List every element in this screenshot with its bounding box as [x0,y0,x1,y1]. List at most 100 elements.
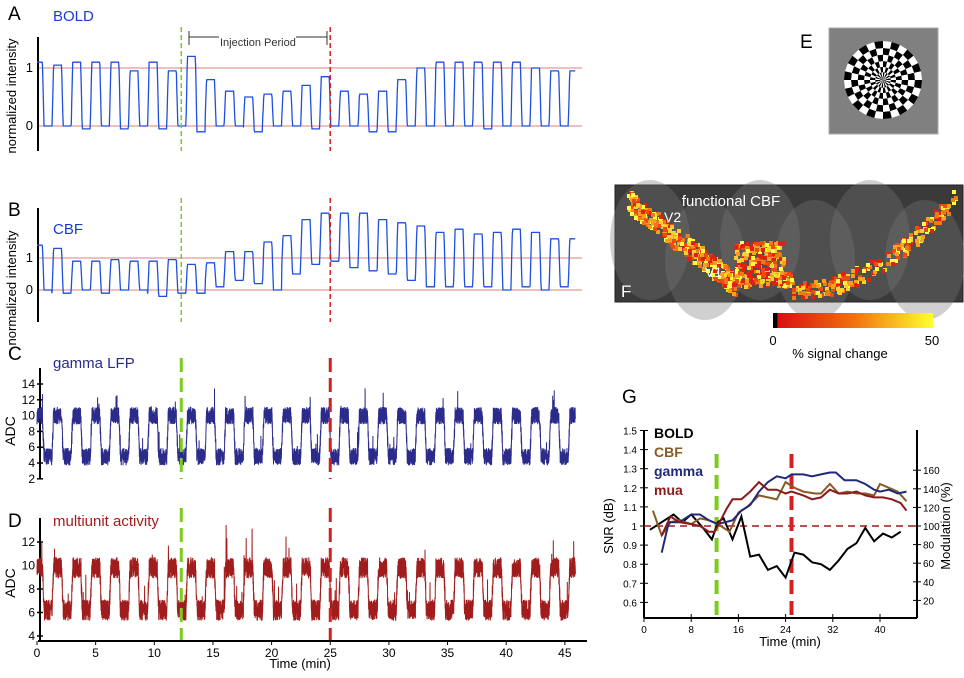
checker-segment [888,48,897,58]
activation-voxel [866,263,870,267]
activation-voxel [737,259,741,263]
activation-voxel [672,239,676,243]
activation-voxel [692,250,696,254]
activation-voxel [668,229,672,233]
activation-voxel [744,285,748,289]
activation-voxel [706,269,710,273]
y-tick-label: 4 [28,629,35,643]
series-line-A [37,55,576,133]
g-y-tick-label-right: 160 [923,466,940,477]
activation-voxel [670,243,674,247]
checker-segment [882,80,883,84]
checker-segment [874,41,883,49]
activation-voxel [947,204,951,208]
checker-segment [883,76,884,80]
checker-segment [858,69,866,76]
panel-label-g: G [622,387,637,408]
checker-segment [875,104,883,112]
activation-voxel [702,267,706,271]
checker-segment [867,94,875,103]
activation-voxel [718,279,722,283]
activation-voxel [651,221,655,225]
checker-segment [883,77,885,80]
activation-voxel [638,217,642,221]
activation-voxel [938,217,942,221]
checker-segment [866,108,876,118]
checker-segment [887,84,894,91]
activation-voxel [842,276,846,280]
checker-segment [851,66,861,75]
activation-voxel [740,263,744,267]
activation-voxel [632,199,636,203]
activation-voxel [741,268,745,272]
y-tick-label: 10 [22,559,36,573]
activation-voxel [822,279,826,283]
activation-voxel [881,269,885,273]
activation-voxel [854,271,858,275]
activation-voxel [920,238,924,242]
activation-voxel [767,257,771,261]
y-tick-label: 6 [28,440,35,454]
activation-voxel [636,203,640,207]
checker-segment [896,44,908,55]
activation-voxel [653,216,657,220]
checker-segment [879,80,883,81]
checker-segment [894,82,902,89]
g-series-cbf [651,480,908,538]
activation-voxel [942,216,946,220]
checker-segment [883,111,892,119]
checker-segment [877,74,882,79]
checker-segment [884,74,889,79]
g-y-tick-label: 0.8 [623,560,637,571]
activation-voxel [907,239,911,243]
checker-segment [883,72,885,77]
checker-segment [902,49,914,61]
checker-segment [852,49,864,61]
checker-segment [872,84,879,91]
activation-voxel [728,289,732,293]
activation-voxel [688,238,692,242]
ylabel-b: normalized intensity [4,230,19,345]
activation-voxel [757,265,761,269]
y-tick-label: 2 [28,472,35,486]
checker-segment [883,78,886,80]
activation-voxel [634,216,638,220]
activation-voxel [756,242,760,246]
activation-voxel [812,284,816,288]
series-line-C [36,388,576,466]
activation-voxel [818,294,822,298]
checker-segment [851,72,859,80]
g-xlabel: Time (min) [759,634,821,649]
checker-segment [851,85,861,94]
activation-voxel [862,280,866,284]
panel-label-b: B [8,200,21,221]
activation-voxel [766,272,770,276]
x-tick-label: 35 [441,646,455,660]
checker-segment [860,88,869,96]
checker-segment [889,83,895,89]
x-tick-label: 25 [324,646,338,660]
activation-voxel [867,278,871,282]
checker-segment [879,72,883,78]
activation-voxel [642,221,646,225]
activation-voxel [858,277,862,281]
activation-voxel [743,252,747,256]
y-tick-label: 4 [28,456,35,470]
activation-voxel [698,257,702,261]
title-gamma-lfp: gamma LFP [53,355,135,372]
checker-segment [851,80,859,88]
activation-voxel [694,243,698,247]
activation-voxel [896,256,900,260]
activation-voxel [761,274,765,278]
g-y-tick-label-right: 60 [923,559,935,570]
checker-segment [866,42,876,52]
checker-segment [885,81,890,85]
checker-segment [914,71,922,80]
g-y-tick-label-right: 140 [923,485,940,496]
checker-segment [874,61,881,69]
activation-voxel [740,272,744,276]
checker-segment [879,82,883,88]
checker-segment [886,78,891,80]
g-x-tick-label: 0 [641,625,647,636]
activation-voxel [663,233,667,237]
